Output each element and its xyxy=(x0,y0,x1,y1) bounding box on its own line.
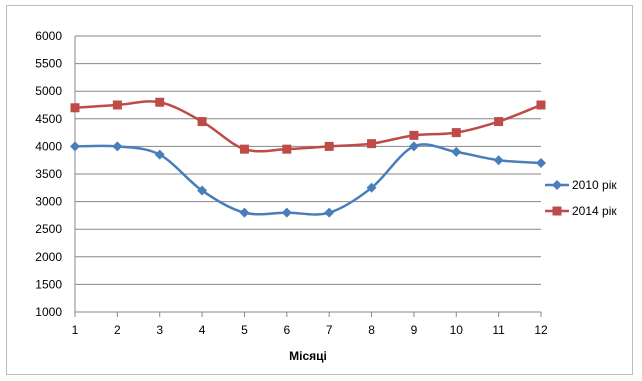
legend-marker xyxy=(552,206,562,216)
y-tick-label: 6000 xyxy=(35,29,62,43)
x-tick-label: 9 xyxy=(411,323,418,337)
data-point xyxy=(197,117,207,127)
data-point xyxy=(70,141,80,152)
x-tick-label: 6 xyxy=(283,323,290,337)
data-point xyxy=(367,139,377,149)
data-point xyxy=(494,117,504,127)
x-tick-label: 1 xyxy=(72,323,79,337)
legend-label: 2014 рік xyxy=(572,204,617,218)
data-point xyxy=(536,100,546,110)
data-point xyxy=(324,207,335,218)
y-tick-label: 2500 xyxy=(35,222,62,236)
x-tick-label: 5 xyxy=(241,323,248,337)
data-point xyxy=(366,182,377,193)
y-tick-label: 1500 xyxy=(35,277,62,291)
data-point xyxy=(536,157,546,168)
y-tick-label: 4500 xyxy=(35,112,62,126)
y-tick-label: 1000 xyxy=(35,305,62,319)
data-point xyxy=(155,97,165,107)
legend-item: 2010 рік xyxy=(545,178,617,192)
series-1 xyxy=(70,141,546,218)
x-tick-label: 8 xyxy=(368,323,375,337)
data-point xyxy=(409,130,419,140)
x-tick-label: 2 xyxy=(114,323,121,337)
legend-marker xyxy=(552,180,562,190)
y-tick-label: 3000 xyxy=(35,195,62,209)
axes xyxy=(74,36,542,317)
data-point xyxy=(239,144,249,154)
data-point xyxy=(239,207,250,218)
y-tick-label: 5000 xyxy=(35,84,62,98)
y-tick-label: 2000 xyxy=(35,250,62,264)
legend: 2010 рік 2014 рік xyxy=(545,178,617,218)
data-point xyxy=(112,141,123,152)
x-tick-label: 4 xyxy=(199,323,206,337)
legend-label: 2010 рік xyxy=(572,178,617,192)
y-tick-label: 3500 xyxy=(35,167,62,181)
series-group xyxy=(70,97,546,218)
y-tick-labels: 1000 1500 2000 2500 3000 3500 4000 4500 5000 5500… xyxy=(35,29,62,319)
legend-item: 2014 рік xyxy=(545,204,617,218)
y-tick-label: 5500 xyxy=(35,57,62,71)
data-point xyxy=(197,185,208,196)
series-2 xyxy=(70,97,546,154)
data-point xyxy=(112,100,122,110)
data-point xyxy=(451,146,462,157)
data-point xyxy=(154,149,165,160)
x-axis-title: Місяці xyxy=(289,349,327,363)
x-tick-label: 11 xyxy=(492,323,505,337)
gridlines xyxy=(75,35,541,285)
chart-frame xyxy=(6,5,633,375)
data-point xyxy=(324,141,334,151)
series-line xyxy=(74,100,542,153)
data-point xyxy=(451,128,461,138)
data-point xyxy=(493,155,504,166)
series-line xyxy=(74,143,542,216)
x-tick-labels: 1 2 3 4 5 6 7 8 9 10 11 12 xyxy=(72,323,548,337)
data-point xyxy=(282,144,292,154)
x-tick-label: 10 xyxy=(450,323,464,337)
data-point xyxy=(281,207,292,218)
x-tick-label: 12 xyxy=(534,323,548,337)
x-tick-label: 3 xyxy=(156,323,163,337)
data-point xyxy=(408,141,419,152)
data-point xyxy=(70,103,80,113)
x-tick-label: 7 xyxy=(326,323,333,337)
y-tick-label: 4000 xyxy=(35,139,62,153)
